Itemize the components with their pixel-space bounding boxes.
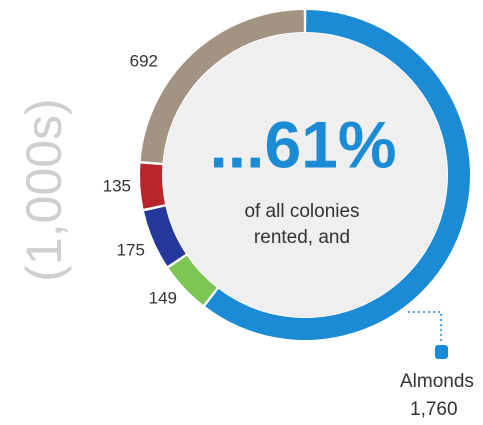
- donut-segment: [205, 10, 470, 340]
- donut-segment: [140, 163, 166, 209]
- center-title: ...61%: [209, 107, 396, 181]
- value-label: 149: [149, 288, 177, 307]
- donut-center: [163, 33, 447, 317]
- center-text: of all colonies: [244, 201, 359, 222]
- donut-segment: [168, 255, 217, 305]
- donut-segment: [140, 10, 304, 163]
- value-label: 1,760: [410, 399, 458, 420]
- leader-line: [408, 311, 442, 342]
- value-label: 175: [117, 240, 145, 259]
- unit-label: (1,000s): [16, 98, 72, 281]
- value-label: 692: [130, 51, 158, 70]
- arcs: [140, 10, 470, 340]
- center-text: rented, and: [254, 227, 350, 248]
- value-label: 135: [103, 176, 131, 195]
- donut-segment: [144, 206, 186, 266]
- legend-swatch: [435, 345, 448, 359]
- category-label: Almonds: [400, 371, 474, 392]
